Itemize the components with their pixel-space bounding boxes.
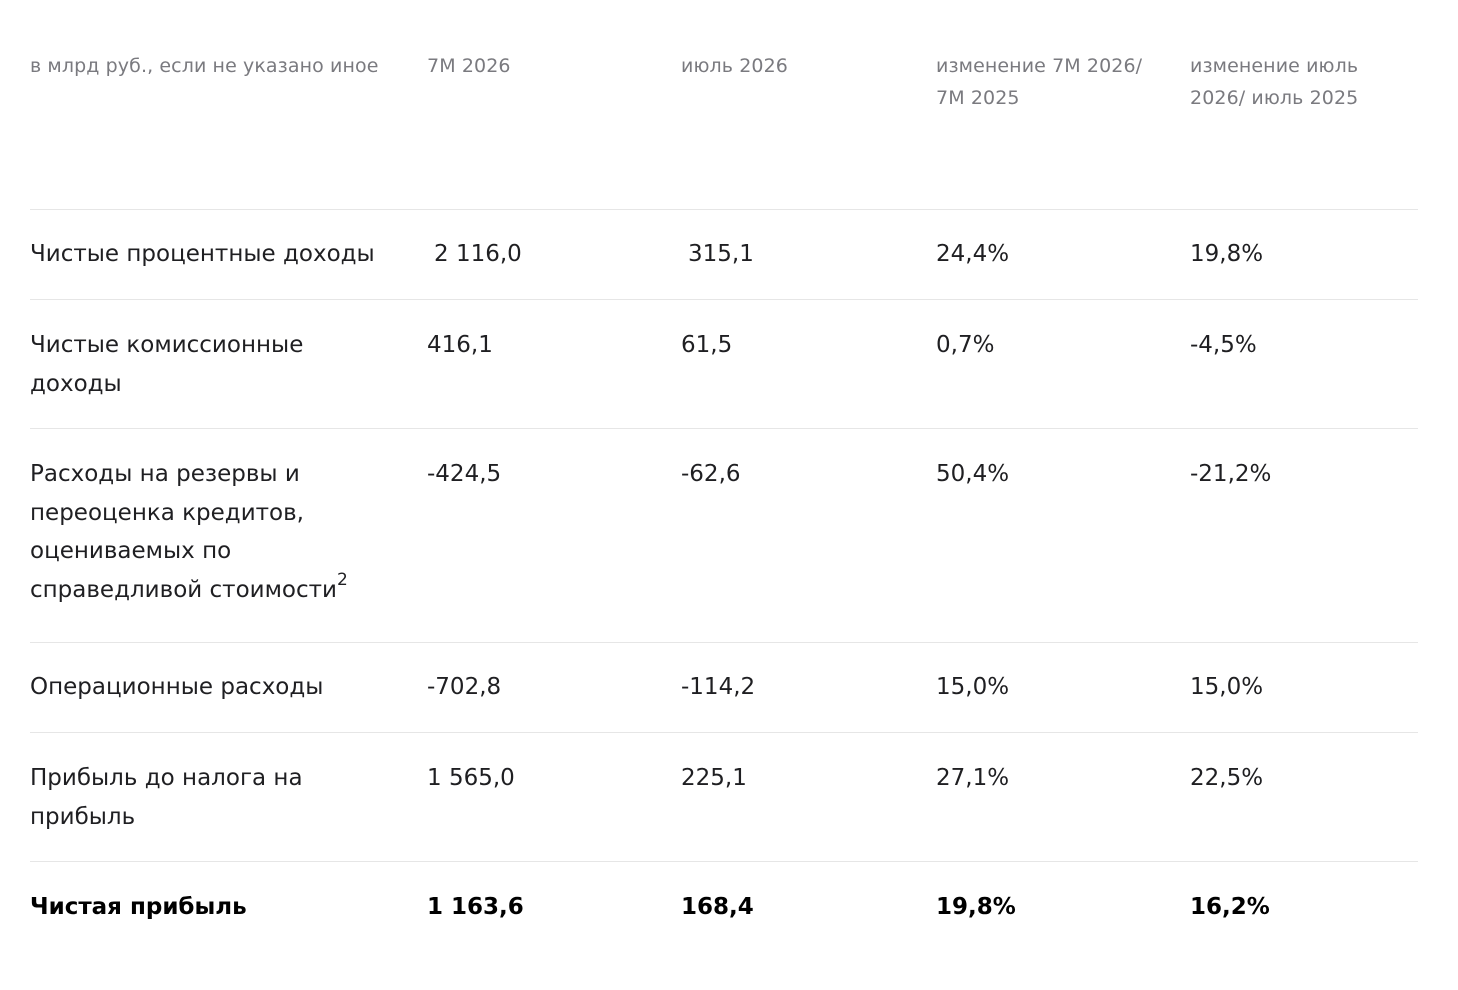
table-header-row: в млрд руб., если не указано иное 7М 202… — [30, 0, 1418, 210]
row-label: Чистые процентные доходы — [30, 241, 375, 267]
table-row-total: Чистая прибыль 1 163,6 168,4 19,8% 16,2% — [30, 862, 1418, 990]
value-7m-2026: 1 565,0 — [427, 765, 515, 791]
value-7m-2026: -424,5 — [427, 461, 502, 487]
row-label: Расходы на резервы и переоценка кредитов… — [30, 461, 337, 603]
header-7m-2026: 7М 2026 — [427, 55, 511, 77]
value-change-7m: 0,7% — [936, 332, 995, 358]
value-change-july: -4,5% — [1190, 332, 1257, 358]
header-change-7m: изменение 7М 2026/ 7М 2025 — [936, 55, 1143, 109]
value-change-7m: 27,1% — [936, 765, 1010, 791]
table-row: Чистые процентные доходы 2 116,0 315,1 2… — [30, 210, 1418, 300]
table-row: Расходы на резервы и переоценка кредитов… — [30, 429, 1418, 643]
value-change-7m: 24,4% — [936, 241, 1010, 267]
value-change-july: 15,0% — [1190, 674, 1264, 700]
value-july-2026: 61,5 — [681, 332, 733, 358]
financial-results-table: в млрд руб., если не указано иное 7М 202… — [30, 0, 1418, 990]
value-change-july: 19,8% — [1190, 241, 1264, 267]
row-label-with-footnote: Расходы на резервы и переоценка кредитов… — [30, 455, 427, 609]
table-row: Прибыль до налога на прибыль 1 565,0 225… — [30, 733, 1418, 862]
value-july-2026: 168,4 — [681, 894, 754, 920]
row-label: Операционные расходы — [30, 674, 324, 700]
value-july-2026: 225,1 — [681, 765, 747, 791]
value-july-2026: 315,1 — [688, 241, 754, 267]
table-row: Чистые комиссионные доходы 416,1 61,5 0,… — [30, 300, 1418, 429]
value-change-july: 22,5% — [1190, 765, 1264, 791]
value-july-2026: -114,2 — [681, 674, 756, 700]
header-july-2026: июль 2026 — [681, 55, 788, 77]
value-7m-2026: -702,8 — [427, 674, 502, 700]
header-units: в млрд руб., если не указано иное — [30, 55, 379, 77]
table-row: Операционные расходы -702,8 -114,2 15,0%… — [30, 643, 1418, 733]
value-7m-2026: 416,1 — [427, 332, 493, 358]
row-label: Чистая прибыль — [30, 894, 247, 920]
row-label: Чистые комиссионные доходы — [30, 332, 304, 397]
footnote-marker: 2 — [337, 569, 348, 590]
value-change-7m: 19,8% — [936, 894, 1016, 920]
value-change-july: -21,2% — [1190, 461, 1272, 487]
value-change-7m: 50,4% — [936, 461, 1010, 487]
value-change-7m: 15,0% — [936, 674, 1010, 700]
row-label: Прибыль до налога на прибыль — [30, 765, 303, 830]
header-change-july: изменение июль 2026/ июль 2025 — [1190, 55, 1359, 109]
value-7m-2026: 2 116,0 — [434, 241, 522, 267]
value-july-2026: -62,6 — [681, 461, 741, 487]
value-change-july: 16,2% — [1190, 894, 1270, 920]
value-7m-2026: 1 163,6 — [427, 894, 524, 920]
